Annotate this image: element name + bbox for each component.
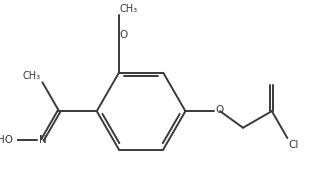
Text: CH₃: CH₃ [23,71,41,81]
Text: O: O [215,105,224,115]
Text: CH₃: CH₃ [120,4,138,14]
Text: N: N [39,135,46,145]
Text: Cl: Cl [288,140,298,150]
Text: HO: HO [0,135,13,145]
Text: O: O [120,30,128,40]
